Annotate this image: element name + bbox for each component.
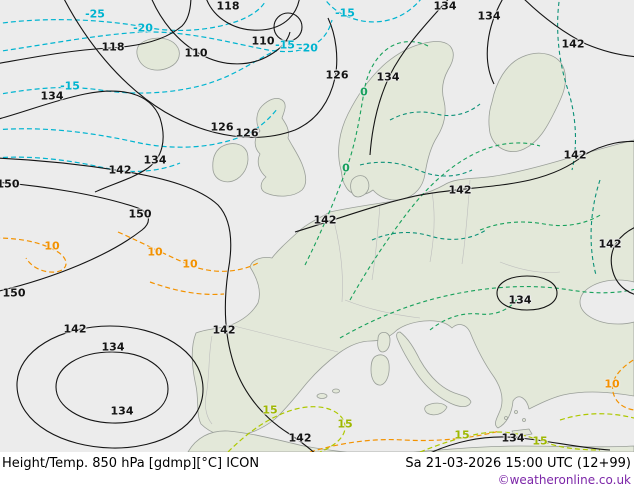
contour-label: 118 — [216, 0, 240, 13]
contour-label: 10 — [182, 257, 198, 271]
map-canvas: 118 110 110 118 134 126 126 126 134 142 150 150 150 1… — [0, 0, 634, 452]
contour-label: 0 — [360, 85, 368, 99]
contour-label-layer: 118 110 110 118 134 126 126 126 134 142 150 150 150 1… — [0, 0, 622, 448]
aegean-island — [522, 418, 526, 422]
contour-label: 126 — [325, 68, 349, 82]
contour-label: 15 — [262, 403, 278, 417]
scandinavia — [338, 41, 454, 201]
isotherms-cold — [0, 0, 421, 172]
contour-label: 142 — [63, 322, 87, 336]
contour-118 — [206, 0, 300, 31]
contour-label: 118 — [101, 40, 125, 54]
contour-label: 10 — [44, 239, 60, 253]
iceland — [136, 37, 180, 71]
contour-134 — [0, 90, 164, 193]
aegean-island — [514, 410, 518, 414]
contour-label: -20 — [298, 41, 318, 55]
contour-label: -20 — [133, 21, 153, 35]
contour-label: 126 — [235, 126, 259, 140]
contour-label: 150 — [128, 207, 152, 221]
contour-label: 134 — [501, 431, 525, 445]
caption-bar: Height/Temp. 850 hPa [gdmp][°C] ICON Sa … — [0, 452, 634, 490]
contour-142-mid — [294, 140, 634, 233]
contour-label: 110 — [184, 46, 208, 60]
ireland — [212, 143, 249, 183]
contour-label: 142 — [108, 163, 132, 177]
contour-label: 0 — [342, 161, 350, 175]
mainland-europe — [191, 139, 634, 437]
contour-label: 134 — [433, 0, 457, 13]
contour-134-south — [431, 436, 611, 452]
contour-label: 134 — [477, 9, 501, 23]
contour-label: 134 — [110, 404, 134, 418]
contour-label: 134 — [376, 70, 400, 84]
isotherms-hot — [227, 406, 634, 452]
contour-label: 142 — [313, 213, 337, 227]
contour-118-west — [0, 0, 192, 64]
map-datetime: Sa 21-03-2026 15:00 UTC (12+99) — [405, 456, 631, 471]
map-svg — [0, 0, 634, 452]
contour-134-ne2 — [486, 0, 503, 85]
contour-110-closed — [273, 12, 303, 42]
contour-label: 142 — [212, 323, 236, 337]
copyright-text: ©weatheronline.co.uk — [497, 473, 631, 487]
coastlines — [136, 37, 634, 452]
map-title: Height/Temp. 850 hPa [gdmp][°C] ICON — [2, 456, 260, 471]
great-britain — [254, 98, 307, 197]
contour-label: 15 — [532, 434, 548, 448]
isotherms-warm — [0, 231, 634, 452]
contour-label: 142 — [563, 148, 587, 162]
isotherms-teal — [359, 0, 601, 276]
sardinia — [370, 354, 390, 386]
contour-142-low — [16, 325, 204, 449]
contour-label: 10 — [147, 245, 163, 259]
contour-126 — [64, 0, 338, 138]
contour-142-ne — [524, 0, 634, 58]
country-borders — [205, 179, 561, 425]
contour-label: 110 — [251, 34, 275, 48]
contour-label: -25 — [85, 7, 105, 21]
contour-label: 142 — [288, 431, 312, 445]
balearic-island — [316, 393, 328, 399]
contour-label: -15 — [335, 6, 355, 20]
contour-label: 142 — [561, 37, 585, 51]
contour-label: -15 — [275, 38, 295, 52]
contour-142 — [0, 157, 315, 452]
contour-134-ne — [369, 0, 449, 156]
contour-label: 150 — [2, 286, 26, 300]
corsica — [377, 332, 391, 353]
contour-label: 134 — [143, 153, 167, 167]
black-sea — [579, 279, 634, 325]
contour-150 — [0, 181, 149, 292]
crete — [511, 428, 533, 438]
sicily — [424, 402, 448, 416]
contour-label: 142 — [598, 237, 622, 251]
contour-label: 15 — [454, 428, 470, 442]
contour-label: -15 — [60, 79, 80, 93]
contour-110 — [151, 0, 291, 65]
denmark — [350, 175, 370, 198]
contour-142-east — [610, 227, 634, 295]
aegean-island — [504, 416, 508, 420]
contour-label: 134 — [508, 293, 532, 307]
contour-label: 142 — [448, 183, 472, 197]
balearic-island — [332, 388, 340, 394]
height-contours — [0, 0, 634, 452]
italy — [396, 331, 472, 408]
finland — [488, 52, 566, 152]
contour-label: 15 — [337, 417, 353, 431]
contour-134-low — [55, 351, 169, 424]
contour-label: 150 — [0, 177, 20, 191]
contour-label: 10 — [604, 377, 620, 391]
contour-label: 134 — [40, 89, 64, 103]
isotherms-zero — [304, 41, 634, 339]
contour-label: 126 — [210, 120, 234, 134]
contour-label: 134 — [101, 340, 125, 354]
contour-134-se — [496, 275, 558, 311]
